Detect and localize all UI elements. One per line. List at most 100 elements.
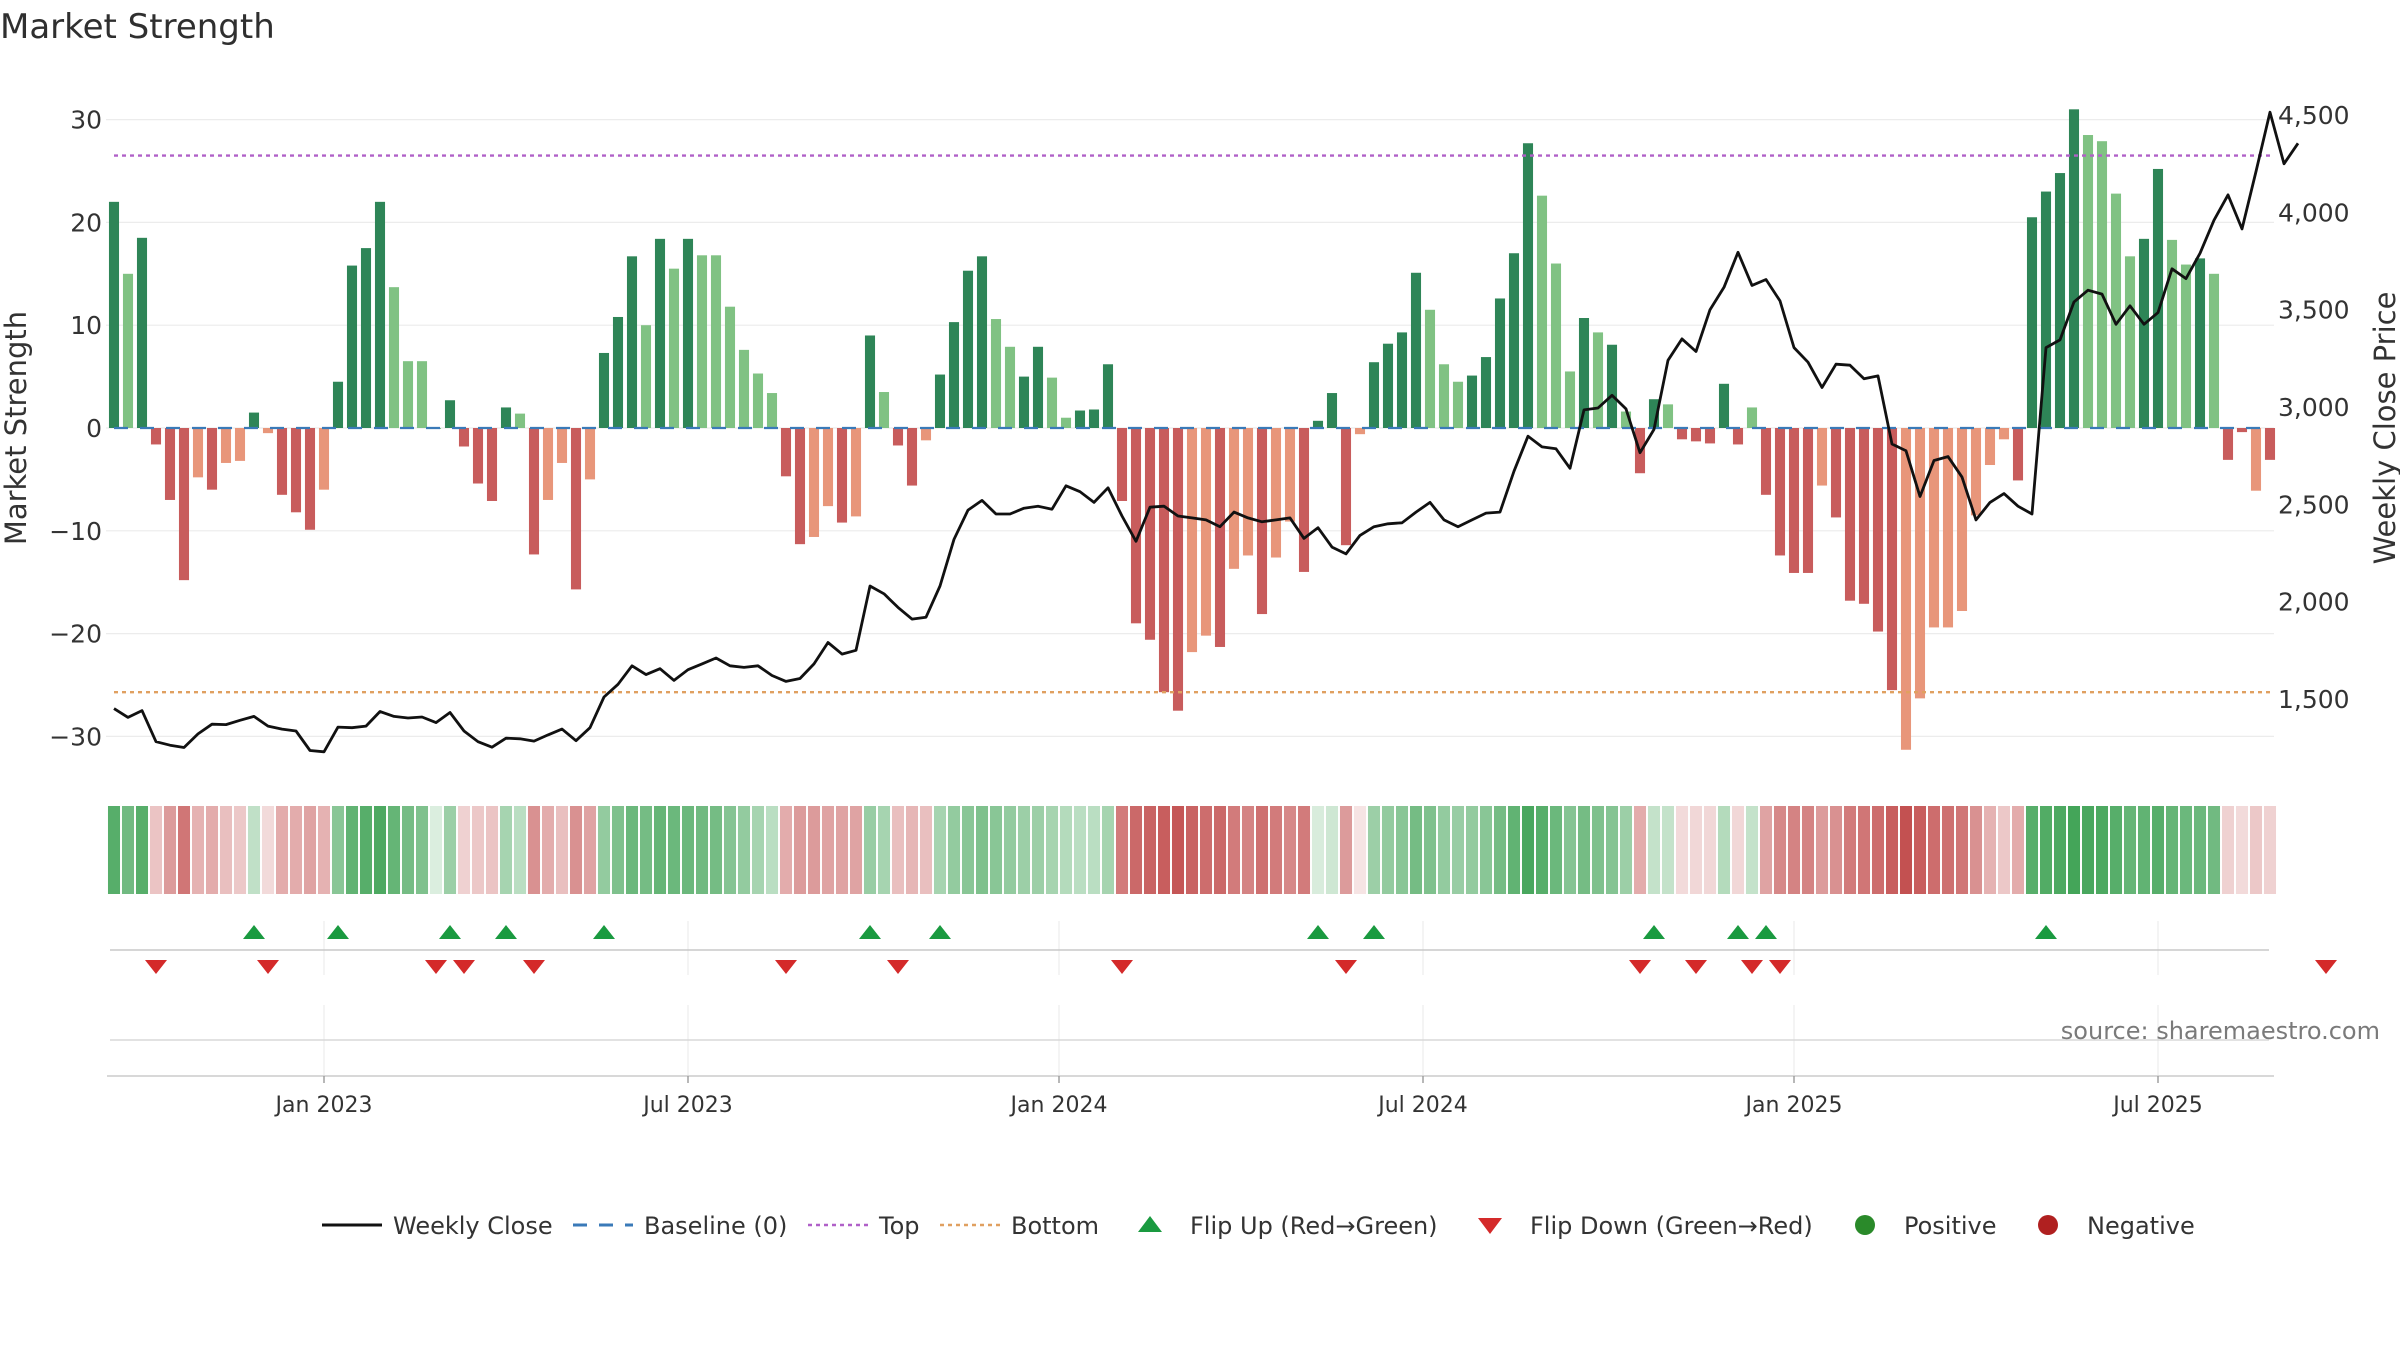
flip-up-marker [327, 925, 349, 939]
ribbon-cell [2081, 806, 2095, 894]
strength-bar [1326, 393, 1338, 428]
strength-bar [1592, 332, 1604, 428]
ribbon-cell [247, 806, 261, 894]
ribbon-cell [1409, 806, 1423, 894]
flip-up-marker [1363, 925, 1385, 939]
strength-bar [164, 428, 176, 500]
legend-label: Weekly Close [393, 1212, 553, 1240]
chart-title: Market Strength [0, 7, 275, 47]
strength-bar [416, 361, 428, 428]
strength-bar [122, 273, 134, 428]
legend-label: Baseline (0) [644, 1212, 787, 1240]
ribbon-cell [639, 806, 653, 894]
strength-bar [1452, 381, 1464, 428]
strength-bar [920, 428, 932, 441]
ribbon-cell [1871, 806, 1885, 894]
ribbon-cell [611, 806, 625, 894]
strength-bar [1480, 357, 1492, 428]
ribbon-cell [345, 806, 359, 894]
strength-bar [1074, 410, 1086, 428]
ribbon-cell [1731, 806, 1745, 894]
ribbon-cell [765, 806, 779, 894]
strength-bar [1620, 411, 1632, 428]
flip-up-marker [1755, 925, 1777, 939]
strength-bar [724, 306, 736, 428]
strength-bar [2040, 191, 2052, 428]
ribbon-cell [1689, 806, 1703, 894]
y-tick-label: −10 [49, 517, 102, 546]
ribbon-cell [1773, 806, 1787, 894]
strength-bar [1564, 371, 1576, 428]
ribbon-cell [1115, 806, 1129, 894]
ribbon-cell [1395, 806, 1409, 894]
flip-down-marker [523, 960, 545, 974]
strength-bar [304, 428, 316, 530]
ribbon-cell [1269, 806, 1283, 894]
ribbon-cell [1325, 806, 1339, 894]
strength-bar [2264, 428, 2276, 460]
ribbon-cell [947, 806, 961, 894]
y-tick-label: −30 [49, 722, 102, 751]
strength-bar [2138, 238, 2150, 428]
strength-bar [990, 319, 1002, 428]
ribbon-cell [121, 806, 135, 894]
ribbon-cell [1073, 806, 1087, 894]
ribbon-cell [695, 806, 709, 894]
strength-bar [1760, 428, 1772, 495]
strength-bar [696, 255, 708, 428]
ribbon-cell [779, 806, 793, 894]
ribbon-cell [1199, 806, 1213, 894]
ribbon-cell [2025, 806, 2039, 894]
strength-bar [2166, 239, 2178, 428]
ribbon-cell [1577, 806, 1591, 894]
strength-bar [570, 428, 582, 590]
ribbon-cell [261, 806, 275, 894]
ribbon-cell [807, 806, 821, 894]
source-label: source: sharemaestro.com [2061, 1017, 2380, 1045]
ribbon-cell [793, 806, 807, 894]
ribbon-cell [961, 806, 975, 894]
ribbon-cell [2263, 806, 2277, 894]
ribbon-cell [1535, 806, 1549, 894]
ribbon-cell [737, 806, 751, 894]
flip-up-marker [243, 925, 265, 939]
ribbon-cell [541, 806, 555, 894]
ribbon-cell [1661, 806, 1675, 894]
strength-bar [2250, 428, 2262, 491]
strength-bar [234, 428, 246, 461]
strength-bar [1774, 428, 1786, 556]
x-tick-label: Jul 2025 [2111, 1093, 2203, 1118]
ribbon-cell [401, 806, 415, 894]
flip-down-marker [1769, 960, 1791, 974]
strength-bar [1522, 143, 1534, 428]
ribbon-cell [723, 806, 737, 894]
strength-bar [1676, 428, 1688, 440]
ribbon-cell [107, 806, 121, 894]
strength-bar [206, 428, 218, 490]
strength-bar [1970, 428, 1982, 516]
strength-bar [472, 428, 484, 484]
ribbon-cell [387, 806, 401, 894]
strength-bar [1928, 428, 1940, 628]
ribbon-cell [1423, 806, 1437, 894]
ribbon-cell [1843, 806, 1857, 894]
x-tick-label: Jan 2024 [1009, 1093, 1108, 1118]
strength-bar [626, 256, 638, 428]
y2-tick-label: 3,500 [2278, 296, 2350, 325]
ribbon-cell [499, 806, 513, 894]
strength-bar [1858, 428, 1870, 604]
strength-bar [2222, 428, 2234, 460]
ribbon-cell [1913, 806, 1927, 894]
strength-bar [2180, 264, 2192, 428]
strength-bar [682, 238, 694, 428]
strength-bar [1536, 195, 1548, 428]
strength-bar [1354, 428, 1366, 435]
strength-bar [2026, 217, 2038, 428]
ribbon-cell [1507, 806, 1521, 894]
price-line-group [113, 110, 2300, 754]
legend-label: Top [878, 1212, 920, 1240]
ribbon-cell [1479, 806, 1493, 894]
strength-bar [906, 428, 918, 486]
flip-down-marker [1685, 960, 1707, 974]
strength-bar [528, 428, 540, 555]
